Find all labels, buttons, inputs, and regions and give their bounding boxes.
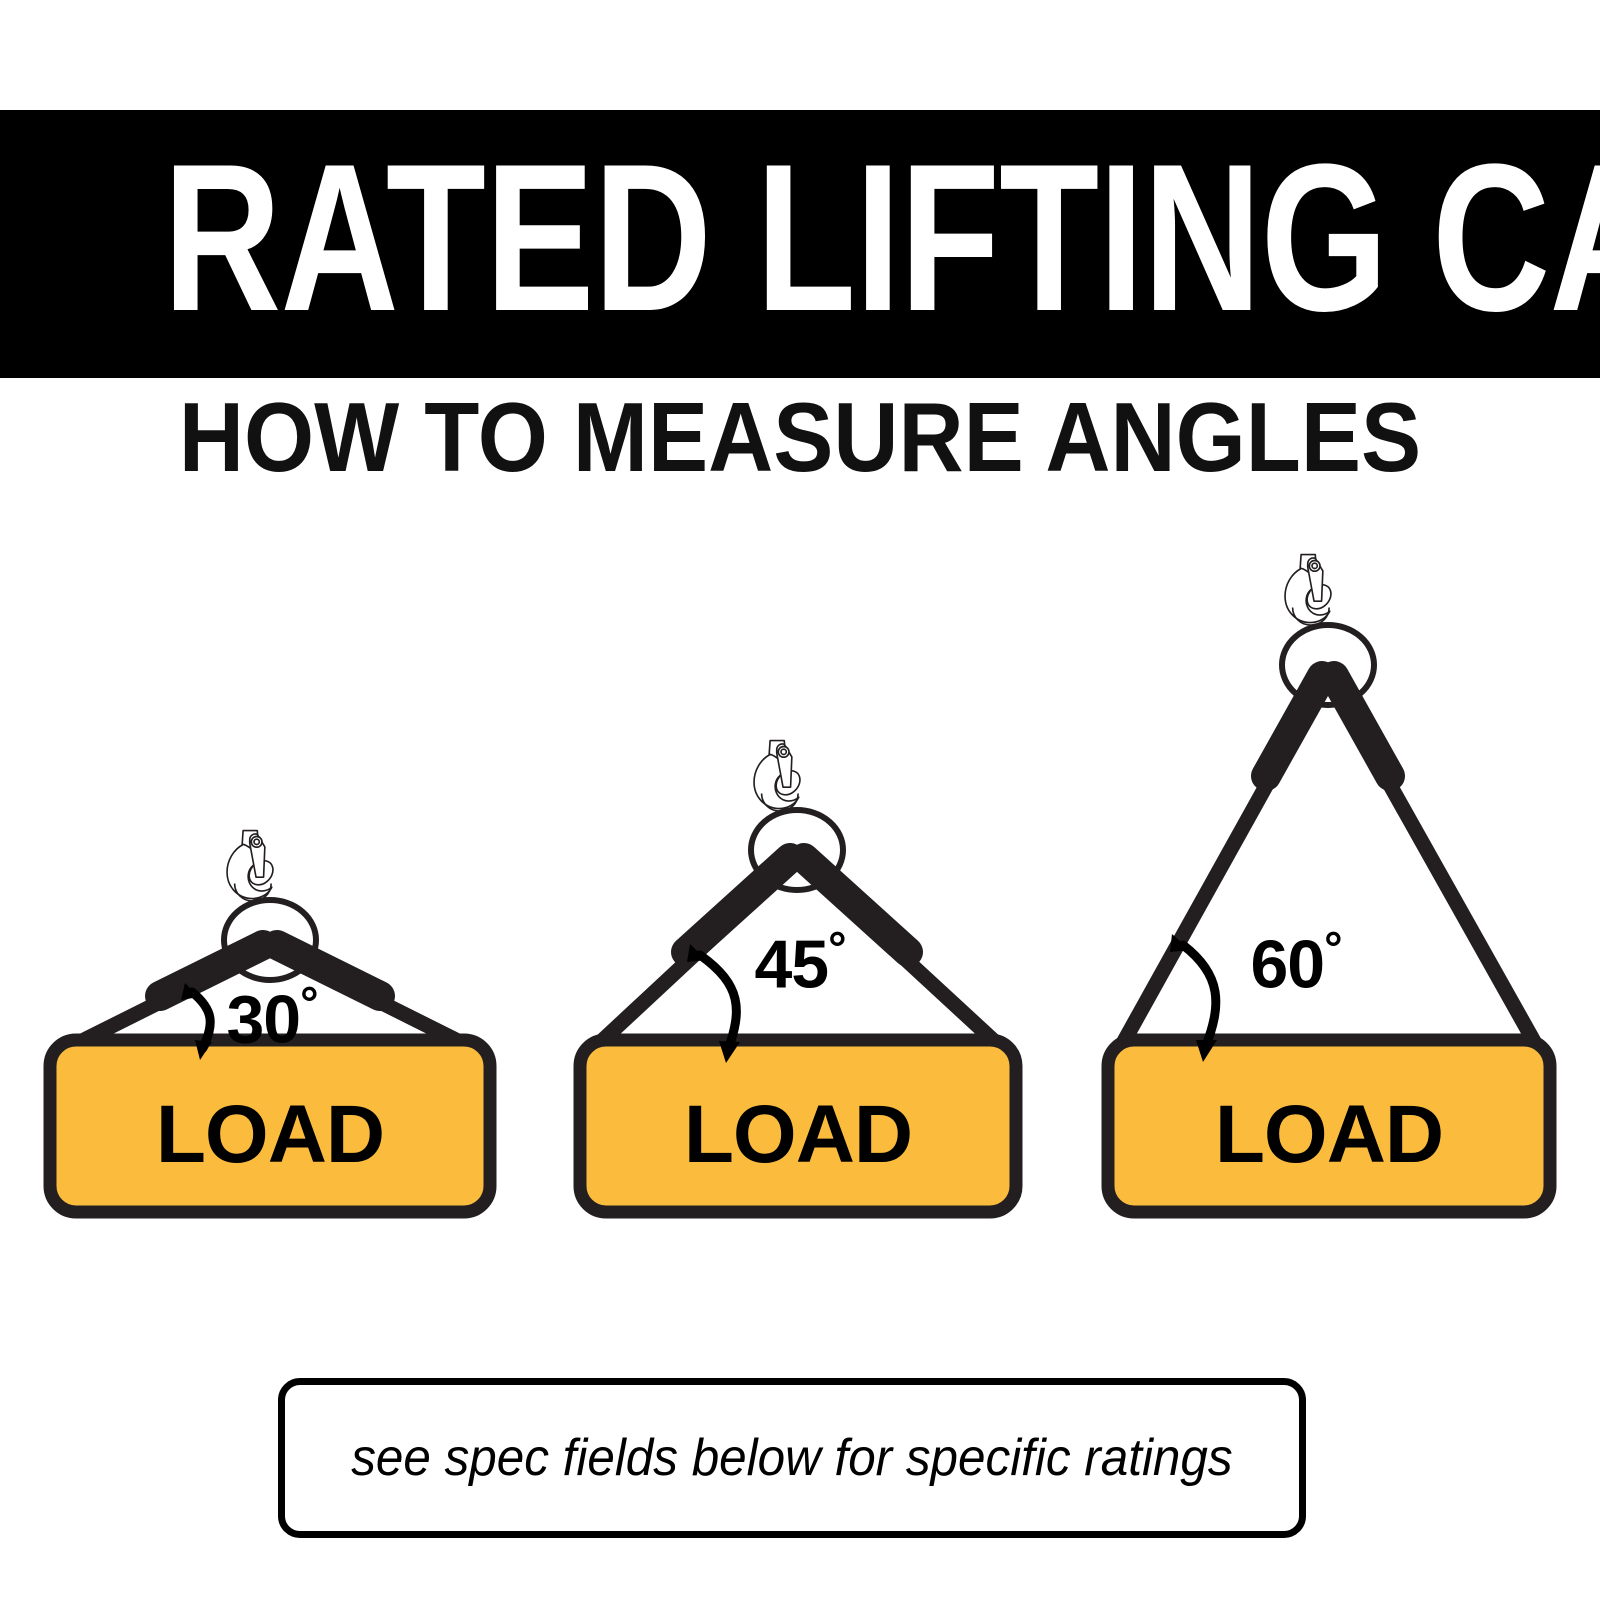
angle-label-30: 30°	[226, 977, 318, 1054]
angle-value-60: 60	[1250, 926, 1325, 1003]
degree-symbol-60: °	[1324, 922, 1342, 974]
spec-note-text: see spec fields below for specific ratin…	[351, 1429, 1233, 1487]
degree-symbol-30: °	[300, 977, 318, 1029]
degree-symbol-45: °	[828, 922, 846, 974]
sling-eye-loop	[221, 897, 319, 983]
curved-angle-arrow-icon	[1178, 940, 1221, 1053]
angle-value-30: 30	[226, 981, 301, 1058]
sling-diagram-60	[1101, 553, 1557, 1219]
arrow-head-down	[1196, 1040, 1217, 1062]
load-label-45: LOAD	[683, 1089, 913, 1180]
sling-thimble-left	[671, 843, 805, 967]
lifting-hook-icon	[226, 829, 274, 902]
sling-eye-loop	[1279, 622, 1377, 708]
page-title: RATED LIFTING CAPACITIES	[163, 120, 1600, 355]
load-block	[1101, 1033, 1557, 1219]
lifting-hook-icon	[753, 739, 801, 812]
lifting-hook-icon	[1284, 553, 1332, 626]
sling-thimble-right	[262, 930, 395, 1011]
load-block	[43, 1033, 497, 1219]
arrow-head-down	[719, 1041, 740, 1063]
arrow-head-up	[1170, 934, 1190, 952]
sling-thimble-right	[789, 843, 923, 967]
sling-eye-loop	[748, 807, 846, 893]
angle-value-45: 45	[754, 926, 829, 1003]
sling-diagram-45	[573, 739, 1023, 1219]
arrow-head-down	[195, 1040, 212, 1060]
load-label-30: LOAD	[155, 1089, 385, 1180]
title-banner: RATED LIFTING CAPACITIES	[0, 110, 1600, 378]
arrow-head-up	[181, 983, 199, 1000]
sling-diagram-30	[43, 829, 497, 1219]
sling-thimble-left	[1251, 661, 1337, 791]
page-subtitle: HOW TO MEASURE ANGLES	[178, 382, 1422, 492]
load-label-60: LOAD	[1214, 1089, 1444, 1180]
load-block	[573, 1033, 1023, 1219]
angle-label-45: 45°	[754, 922, 846, 999]
spec-note-box: see spec fields below for specific ratin…	[278, 1378, 1306, 1538]
curved-angle-arrow-icon	[695, 950, 741, 1055]
arrow-head-up	[687, 944, 707, 962]
sling-thimble-right	[1319, 661, 1405, 791]
angle-label-60: 60°	[1250, 922, 1342, 999]
sling-thimble-left	[145, 930, 278, 1011]
